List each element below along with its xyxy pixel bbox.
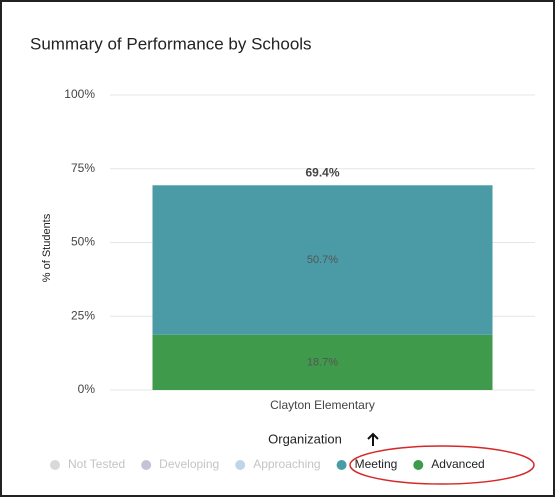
- y-tick-label: 100%: [64, 87, 95, 101]
- legend-swatch[interactable]: [50, 460, 60, 470]
- y-tick-label: 75%: [71, 161, 95, 175]
- x-tick-label: Clayton Elementary: [270, 398, 375, 412]
- legend-label[interactable]: Developing: [159, 457, 219, 471]
- value-label: 50.7%: [307, 254, 338, 266]
- bar-segment: [152, 334, 493, 390]
- chart-title: Summary of Performance by Schools: [30, 34, 312, 53]
- bar-segment: [152, 185, 493, 335]
- legend-label[interactable]: Approaching: [253, 457, 320, 471]
- value-label: 18.7%: [307, 356, 338, 368]
- legend-swatch[interactable]: [235, 460, 246, 470]
- legend-label[interactable]: Not Tested: [68, 457, 125, 471]
- sort-button[interactable]: [363, 430, 383, 450]
- legend-swatch[interactable]: [413, 460, 424, 470]
- total-label: 69.4%: [305, 165, 339, 179]
- y-tick-label: 50%: [71, 235, 95, 249]
- legend-swatch[interactable]: [141, 460, 152, 470]
- highlight-annotation: [349, 445, 535, 485]
- y-axis-label: % of Students: [41, 213, 53, 282]
- y-tick-label: 0%: [78, 382, 96, 396]
- legend-label[interactable]: Meeting: [355, 457, 398, 471]
- y-tick-label: 25%: [71, 308, 95, 322]
- x-axis-label: Organization: [268, 431, 342, 446]
- legend-label[interactable]: Advanced: [431, 457, 484, 471]
- legend-swatch[interactable]: [336, 460, 347, 470]
- sort-arrow: [367, 432, 379, 446]
